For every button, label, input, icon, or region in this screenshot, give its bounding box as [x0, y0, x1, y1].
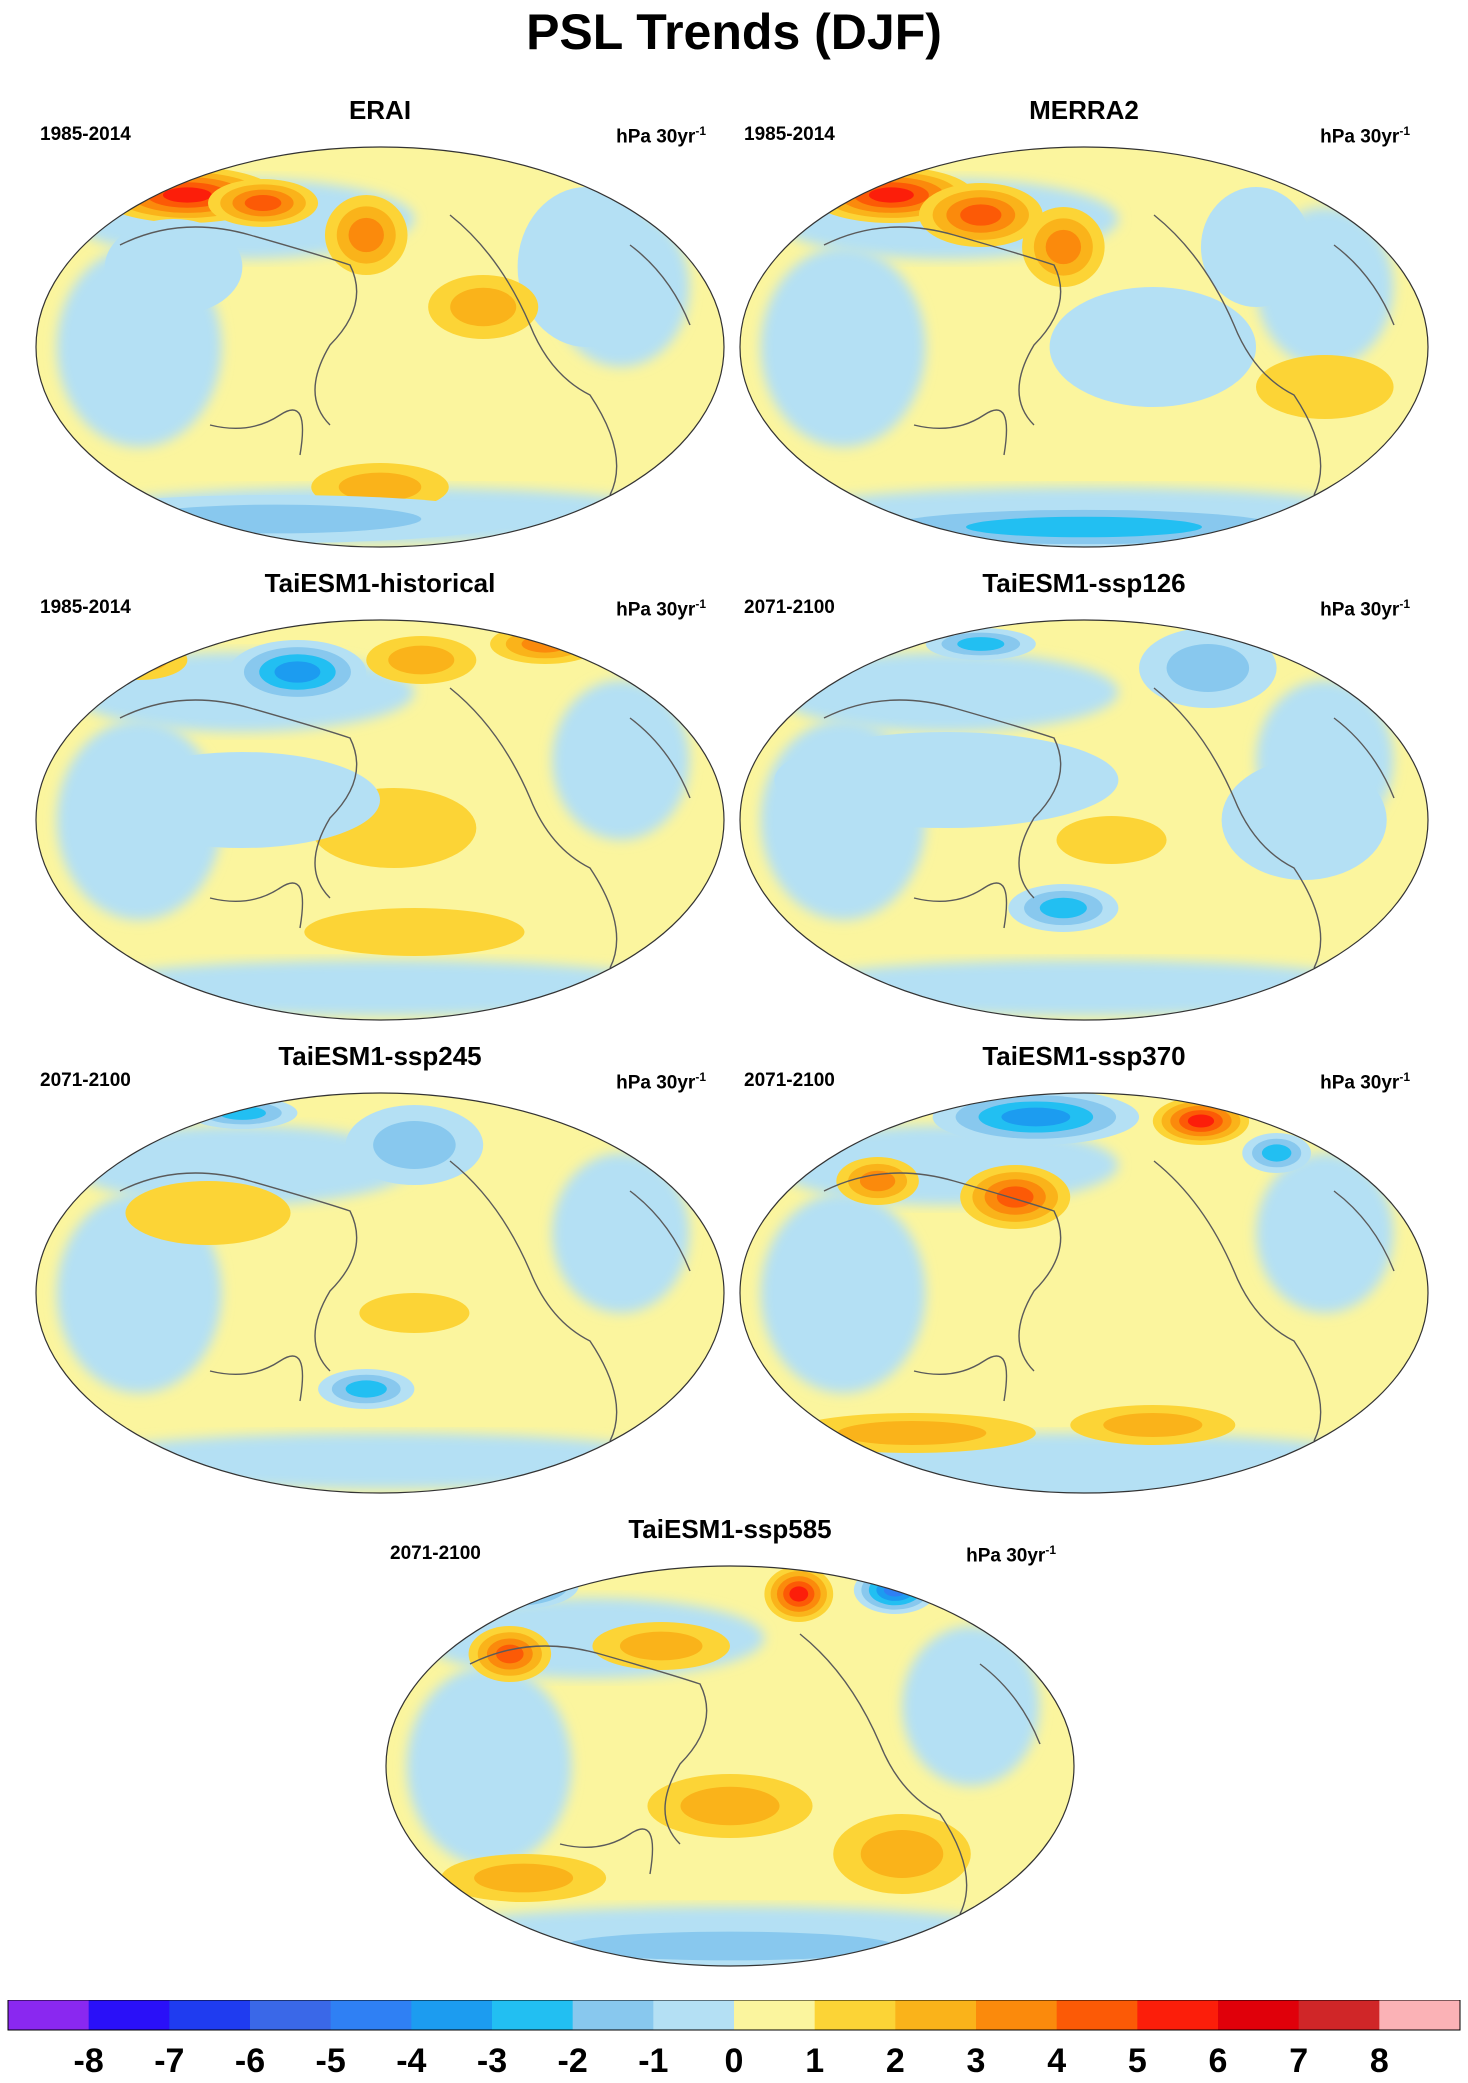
panel-title: TaiESM1-historical: [264, 568, 496, 598]
colorbar-swatch: [976, 2000, 1058, 2030]
map-panel-merra2: MERRA2 1985-2014 hPa 30yr-1: [734, 95, 1434, 555]
panel-period: 2071-2100: [744, 597, 835, 618]
colorbar-tick-label: 0: [725, 2042, 744, 2080]
colorbar-swatch: [1056, 2000, 1138, 2030]
panel-title: ERAI: [348, 95, 412, 125]
colorbar-tick-label: -7: [154, 2042, 184, 2080]
colorbar-tick-label: 8: [1370, 2042, 1389, 2080]
panel-period: 2071-2100: [744, 1070, 835, 1091]
colorbar-tick-label: 5: [1128, 2042, 1147, 2080]
colorbar-tick-label: 6: [1209, 2042, 1228, 2080]
map-erai: [35, 146, 725, 548]
panel-units: hPa 30yr-1: [1320, 597, 1410, 621]
colorbar-swatch: [1218, 2000, 1300, 2030]
colorbar-tick-label: -6: [235, 2042, 265, 2080]
colorbar-tick-label: 2: [886, 2042, 905, 2080]
colorbar-swatch: [734, 2000, 816, 2030]
map-ssp245: [35, 1092, 725, 1494]
panel-title: TaiESM1-ssp585: [628, 1514, 832, 1544]
colorbar-swatch: [169, 2000, 251, 2030]
map-outline: [739, 619, 1429, 1021]
colorbar-tick-label: -8: [74, 2042, 104, 2080]
colorbar-swatch: [250, 2000, 332, 2030]
panel-units: hPa 30yr-1: [966, 1543, 1056, 1567]
map-outline: [35, 146, 725, 548]
colorbar-swatch: [88, 2000, 170, 2030]
map-outline: [35, 1092, 725, 1494]
map-panel-erai: ERAI 1985-2014 hPa 30yr-1: [30, 95, 730, 555]
map-outline: [739, 146, 1429, 548]
panel-units: hPa 30yr-1: [616, 597, 706, 621]
map-ssp126: [739, 619, 1429, 1021]
figure-title: PSL Trends (DJF): [526, 4, 942, 60]
map-ssp370: [739, 1092, 1429, 1494]
panel-period: 2071-2100: [390, 1543, 481, 1564]
map-panel-ssp370: TaiESM1-ssp370 2071-2100 hPa 30yr-1: [734, 1041, 1434, 1501]
panel-title: TaiESM1-ssp126: [982, 568, 1186, 598]
panel-period: 1985-2014: [40, 597, 131, 618]
colorbar-tick-label: 1: [805, 2042, 824, 2080]
colorbar-swatch: [492, 2000, 574, 2030]
panel-period: 1985-2014: [40, 124, 131, 145]
map-outline: [739, 1092, 1429, 1494]
colorbar-tick-label: -4: [396, 2042, 426, 2080]
colorbar-tick-label: 4: [1047, 2042, 1066, 2080]
map-ssp585: [385, 1565, 1075, 1967]
panel-period: 2071-2100: [40, 1070, 131, 1091]
colorbar-tick-label: -5: [316, 2042, 346, 2080]
colorbar-swatch: [814, 2000, 896, 2030]
panel-period: 1985-2014: [744, 124, 835, 145]
colorbar-swatch: [8, 2000, 90, 2030]
colorbar-tick-label: -2: [558, 2042, 588, 2080]
panel-title: TaiESM1-ssp245: [278, 1041, 482, 1071]
colorbar-tick-label: 3: [967, 2042, 986, 2080]
map-outline: [385, 1565, 1075, 1967]
colorbar-tick-label: -1: [638, 2042, 668, 2080]
colorbar: -8 -7 -6 -5 -4 -3 -2 -1 0 1 2 3 4 5 6 7 8: [7, 2000, 1461, 2080]
panel-units: hPa 30yr-1: [1320, 124, 1410, 148]
colorbar-tick-label: -3: [477, 2042, 507, 2080]
panel-title: TaiESM1-ssp370: [982, 1041, 1186, 1071]
colorbar-swatch: [653, 2000, 735, 2030]
map-hist: [35, 619, 725, 1021]
map-panel-hist: TaiESM1-historical 1985-2014 hPa 30yr-1: [30, 568, 730, 1028]
map-outline: [35, 619, 725, 1021]
colorbar-swatch: [411, 2000, 493, 2030]
colorbar-swatch: [1379, 2000, 1461, 2030]
panel-units: hPa 30yr-1: [616, 1070, 706, 1094]
map-merra2: [739, 146, 1429, 548]
colorbar-swatch: [1137, 2000, 1219, 2030]
colorbar-swatch: [895, 2000, 977, 2030]
panel-units: hPa 30yr-1: [616, 124, 706, 148]
map-panel-ssp585: TaiESM1-ssp585 2071-2100 hPa 30yr-1: [380, 1514, 1080, 1974]
colorbar-tick-label: 7: [1289, 2042, 1308, 2080]
colorbar-swatch: [330, 2000, 412, 2030]
map-panel-ssp126: TaiESM1-ssp126 2071-2100 hPa 30yr-1: [734, 568, 1434, 1028]
colorbar-swatch: [1298, 2000, 1380, 2030]
colorbar-swatch: [572, 2000, 654, 2030]
panel-title: MERRA2: [1029, 95, 1139, 125]
map-panel-ssp245: TaiESM1-ssp245 2071-2100 hPa 30yr-1: [30, 1041, 730, 1501]
panel-units: hPa 30yr-1: [1320, 1070, 1410, 1094]
